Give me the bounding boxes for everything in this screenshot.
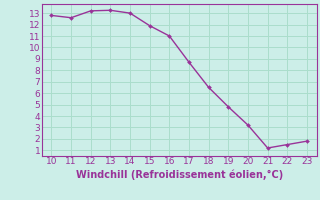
- X-axis label: Windchill (Refroidissement éolien,°C): Windchill (Refroidissement éolien,°C): [76, 169, 283, 180]
